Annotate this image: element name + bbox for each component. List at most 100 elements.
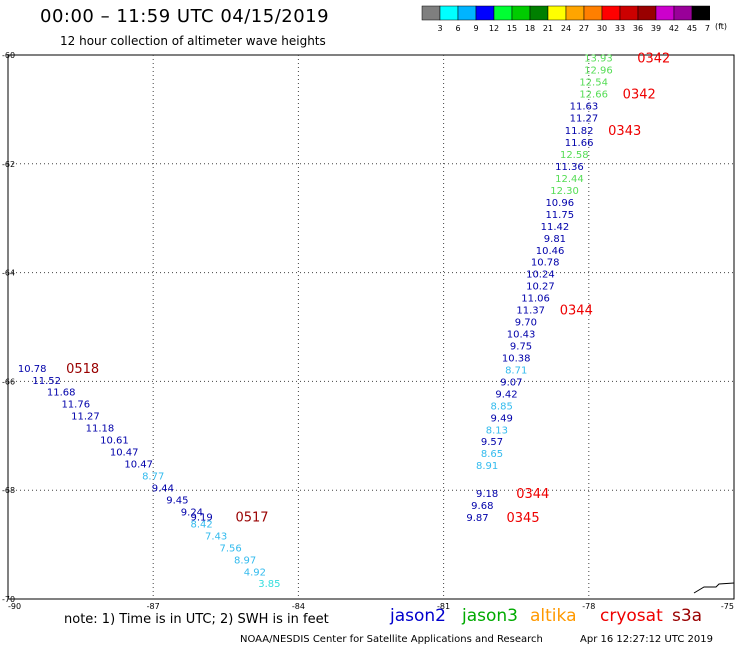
wave-height-point: 10.47 bbox=[124, 460, 153, 471]
y-tick-label: -62 bbox=[2, 160, 15, 169]
wave-height-point: 12.66 bbox=[579, 90, 608, 101]
color-scale-tick: 33 bbox=[615, 24, 625, 33]
wave-height-point: 9.24 bbox=[181, 507, 203, 518]
color-scale-tick: 27 bbox=[579, 24, 589, 33]
wave-height-point: 9.07 bbox=[500, 377, 522, 388]
pass-time-label: 0518 bbox=[66, 362, 99, 377]
color-scale-legend: 36912151821242730333639424570 bbox=[421, 5, 710, 33]
wave-height-point: 10.38 bbox=[502, 353, 531, 364]
wave-height-point: 3.85 bbox=[258, 579, 280, 590]
wave-height-point: 8.13 bbox=[486, 425, 508, 436]
wave-height-point: 11.18 bbox=[86, 424, 115, 435]
color-scale-tick: 24 bbox=[561, 24, 571, 33]
wave-height-point: 9.57 bbox=[481, 437, 503, 448]
page-subtitle: 12 hour collection of altimeter wave hei… bbox=[60, 34, 326, 48]
satellite-legend-item: s3a bbox=[672, 606, 703, 626]
wave-height-point: 9.87 bbox=[466, 513, 488, 524]
wave-height-point: 7.56 bbox=[220, 543, 242, 554]
x-tick-label: -78 bbox=[582, 602, 595, 611]
wave-height-point: 11.63 bbox=[570, 102, 599, 113]
wave-height-point: 8.97 bbox=[234, 555, 256, 566]
color-scale-tick: 6 bbox=[455, 24, 460, 33]
wave-height-point: 10.47 bbox=[110, 448, 139, 459]
wave-height-point: 9.70 bbox=[515, 318, 537, 329]
wave-height-point: 10.43 bbox=[507, 330, 536, 341]
color-scale-tick: 36 bbox=[633, 24, 643, 33]
wave-height-point: 10.61 bbox=[100, 436, 129, 447]
x-tick-label: -75 bbox=[721, 602, 734, 611]
satellite-legend-item: altika bbox=[530, 606, 577, 626]
map-plot-area: -90 -87 -84 -81 -78 -75 -60 -62 -64 -66 -68 -70 13.9… bbox=[2, 51, 735, 611]
wave-height-point: 11.52 bbox=[32, 376, 61, 387]
wave-height-point: 11.27 bbox=[71, 412, 100, 423]
y-tick-label: -68 bbox=[2, 486, 15, 495]
color-swatch bbox=[691, 5, 710, 21]
pass-time-label: 0344 bbox=[516, 487, 549, 502]
wave-height-point: 8.85 bbox=[491, 401, 513, 412]
wave-height-point: 10.24 bbox=[526, 270, 555, 281]
wave-height-point: 9.45 bbox=[166, 495, 188, 506]
pass-time-label: 0344 bbox=[560, 304, 593, 319]
footer-note: note: 1) Time is in UTC; 2) SWH is in fe… bbox=[64, 612, 329, 627]
wave-height-point: 11.82 bbox=[565, 126, 594, 137]
color-scale-tick: 30 bbox=[597, 24, 607, 33]
pass-time-label: 0342 bbox=[623, 88, 656, 103]
wave-height-point: 10.27 bbox=[526, 282, 555, 293]
color-scale-tick: 15 bbox=[507, 24, 517, 33]
wave-height-point: 12.54 bbox=[579, 78, 608, 89]
wave-height-point: 4.92 bbox=[244, 567, 266, 578]
color-scale-tick: 12 bbox=[489, 24, 499, 33]
pass-time-label: 0345 bbox=[507, 511, 540, 526]
pass-time-label: 0343 bbox=[608, 124, 641, 139]
satellite-legend-item: jason2 bbox=[390, 606, 446, 626]
wave-height-point: 9.49 bbox=[491, 413, 513, 424]
y-tick-label: -64 bbox=[2, 269, 15, 278]
wave-height-point: 9.42 bbox=[495, 389, 517, 400]
pass-time-label: 0517 bbox=[235, 510, 268, 525]
color-scale-tick: 9 bbox=[473, 24, 478, 33]
wave-height-point: 9.18 bbox=[476, 489, 498, 500]
pass-time-label: 0342 bbox=[637, 52, 670, 67]
wave-height-point: 8.77 bbox=[142, 472, 164, 483]
color-scale-tick: 45 bbox=[687, 24, 697, 33]
y-tick-label: -66 bbox=[2, 377, 15, 386]
wave-height-point: 8.71 bbox=[505, 365, 527, 376]
y-tick-label: -70 bbox=[2, 595, 15, 604]
wave-height-point: 11.36 bbox=[555, 162, 584, 173]
wave-height-point: 11.75 bbox=[545, 210, 574, 221]
footer-credit: NOAA/NESDIS Center for Satellite Applica… bbox=[240, 634, 543, 645]
wave-height-point: 11.68 bbox=[47, 388, 76, 399]
x-tick-label: -84 bbox=[292, 602, 305, 611]
color-scale-tick: 18 bbox=[525, 24, 535, 33]
wave-height-point: 11.37 bbox=[516, 306, 545, 317]
wave-height-point: 9.44 bbox=[152, 483, 174, 494]
wave-height-point: 9.19 bbox=[190, 512, 212, 523]
color-scale-unit: (ft) bbox=[715, 22, 728, 31]
wave-height-point: 7.43 bbox=[205, 531, 227, 542]
wave-height-point: 11.06 bbox=[521, 294, 550, 305]
wave-height-point: 12.30 bbox=[550, 186, 579, 197]
color-scale-tick: 70 bbox=[705, 24, 710, 33]
wave-height-point: 11.42 bbox=[541, 222, 570, 233]
footer-timestamp: Apr 16 12:27:12 UTC 2019 bbox=[580, 634, 713, 645]
wave-height-point: 13.93 bbox=[584, 54, 613, 65]
x-tick-label: -87 bbox=[147, 602, 160, 611]
wave-height-point: 10.96 bbox=[545, 198, 574, 209]
x-tick-label: -90 bbox=[8, 602, 21, 611]
wave-height-point: 10.46 bbox=[536, 246, 565, 257]
wave-height-point: 8.42 bbox=[190, 519, 212, 530]
satellite-legend-item: jason3 bbox=[462, 606, 518, 626]
wave-height-point: 10.78 bbox=[531, 258, 560, 269]
plot-frame bbox=[7, 54, 735, 600]
color-scale-tick: 21 bbox=[543, 24, 553, 33]
wave-height-point: 9.75 bbox=[510, 341, 532, 352]
y-tick-label: -60 bbox=[2, 51, 15, 60]
wave-height-point: 8.65 bbox=[481, 449, 503, 460]
wave-height-point: 11.66 bbox=[565, 138, 594, 149]
color-scale-tick: 39 bbox=[651, 24, 661, 33]
wave-height-point: 12.96 bbox=[584, 66, 613, 77]
page-title: 00:00 – 11:59 UTC 04/15/2019 bbox=[40, 6, 330, 27]
wave-height-point: 9.81 bbox=[544, 234, 566, 245]
satellite-legend-item: cryosat bbox=[600, 606, 663, 626]
